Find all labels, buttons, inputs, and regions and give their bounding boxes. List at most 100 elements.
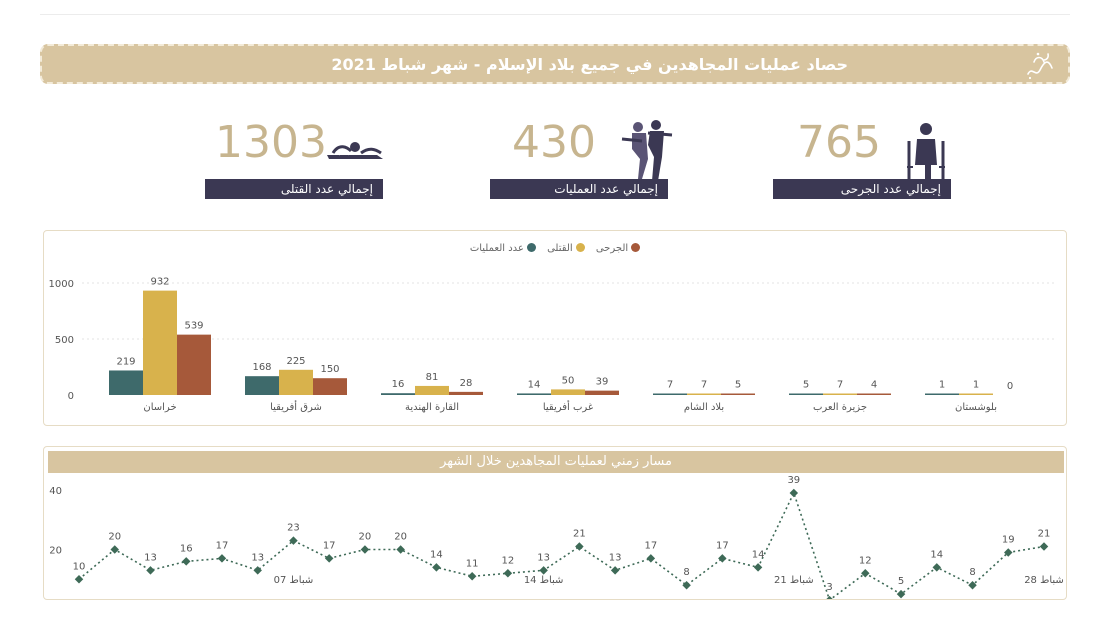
bar-value-label: 39	[596, 377, 609, 388]
bar	[857, 393, 891, 395]
bar	[653, 393, 687, 395]
bar-value-label: 539	[184, 321, 203, 332]
bar	[789, 393, 823, 395]
bar-value-label: 7	[667, 380, 673, 391]
point-value-label: 13	[609, 552, 622, 563]
bar-value-label: 0	[1007, 381, 1013, 392]
point-value-label: 17	[716, 540, 729, 551]
category-label: غرب أفريقيا	[543, 400, 593, 413]
bar	[449, 391, 483, 395]
stat-wounded-label: إجمالي عدد الجرحى	[773, 179, 951, 199]
bar	[517, 393, 551, 395]
data-point	[646, 554, 656, 563]
legend-swatch-operations	[526, 243, 536, 252]
bar	[959, 393, 993, 395]
bar	[177, 334, 211, 395]
category-label: خراسان	[143, 402, 176, 413]
y-tick-label: 0	[68, 391, 74, 402]
bar	[551, 389, 585, 395]
y-tick-label: 1000	[49, 279, 74, 290]
bar-value-label: 5	[803, 380, 809, 391]
data-point	[396, 545, 405, 554]
x-tick-label: شباط 07	[274, 575, 314, 586]
bar-chart-panel: الجرحى القتلى عدد العمليات 0 500 1000 219 93…	[43, 230, 1067, 426]
category-label: بلوشستان	[955, 402, 997, 413]
bar	[823, 393, 857, 395]
point-value-label: 16	[180, 543, 193, 554]
bar	[415, 385, 449, 395]
data-point	[324, 554, 334, 563]
bar-value-label: 932	[150, 277, 169, 288]
data-point	[539, 566, 548, 575]
bar-value-label: 7	[701, 380, 707, 391]
data-point	[289, 536, 298, 545]
point-value-label: 12	[502, 555, 515, 566]
data-point	[110, 545, 119, 554]
legend-label-wounded: الجرحى	[595, 243, 629, 254]
data-point	[217, 554, 227, 563]
line-chart-title: مسار زمني لعمليات المجاهدين خلال الشهر	[48, 451, 1064, 473]
point-value-label: 19	[1002, 534, 1015, 545]
data-point	[74, 575, 84, 584]
data-point	[610, 566, 620, 575]
point-value-label: 14	[930, 549, 943, 560]
data-point	[825, 595, 834, 599]
bar-value-label: 225	[286, 356, 305, 367]
series-line	[78, 490, 1045, 599]
legend-item-wounded: الجرحى	[595, 243, 641, 254]
point-value-label: 17	[323, 540, 336, 551]
y-tick-label: 40	[49, 486, 62, 497]
data-point	[360, 545, 370, 554]
point-value-label: 10	[73, 561, 86, 572]
stat-operations-value: 430	[512, 117, 596, 168]
line-chart: 20 40 10 20 13 16 17 13 23 17 20 20 14 11 12 13 21 13 17 8 1…	[49, 475, 1064, 599]
legend-swatch-killed	[575, 243, 585, 252]
category-label: القارة الهندية	[405, 402, 459, 413]
stat-killed-value: 1303	[215, 117, 327, 168]
stat-wounded: 765 إجمالي عدد الجرحى	[773, 115, 953, 200]
bar-value-label: 5	[735, 380, 741, 391]
data-point	[932, 563, 942, 572]
bar	[313, 378, 347, 395]
data-point	[753, 563, 763, 572]
point-value-label: 39	[787, 475, 800, 486]
bar-value-label: 16	[392, 379, 405, 390]
data-point	[467, 572, 477, 581]
point-value-label: 23	[287, 523, 300, 534]
stat-killed: 1303 إجمالي عدد القتلى	[205, 115, 385, 200]
stat-operations: 430 إجمالي عدد العمليات	[490, 115, 673, 200]
bar-value-label: 28	[460, 378, 473, 389]
legend-item-killed: القتلى	[547, 243, 585, 254]
category-label: شرق أفريقيا	[270, 400, 322, 413]
data-point	[432, 563, 441, 572]
bar-value-label: 7	[837, 380, 843, 391]
data-point	[1039, 542, 1049, 551]
bar-chart-legend: الجرحى القتلى عدد العمليات	[44, 243, 1066, 254]
point-value-label: 20	[108, 532, 121, 543]
y-tick-label: 500	[55, 335, 74, 346]
bar-value-label: 150	[320, 364, 339, 375]
bar	[687, 393, 721, 395]
data-point	[181, 557, 191, 566]
point-value-label: 13	[537, 552, 550, 563]
point-value-label: 3	[826, 582, 832, 593]
data-point	[575, 542, 584, 551]
bar	[721, 393, 755, 395]
bar-value-label: 50	[562, 375, 575, 386]
bar	[925, 393, 959, 395]
x-tick-label: شباط 28	[1024, 575, 1064, 586]
category-label: جزيرة العرب	[813, 402, 867, 413]
point-value-label: 17	[216, 540, 229, 551]
data-point	[718, 554, 727, 563]
bar-value-label: 219	[116, 356, 135, 367]
point-value-label: 14	[430, 549, 443, 560]
point-value-label: 8	[683, 567, 689, 578]
x-tick-label: شباط 21	[774, 575, 814, 586]
stat-operations-label: إجمالي عدد العمليات	[490, 179, 668, 199]
bar	[279, 369, 313, 395]
point-value-label: 12	[859, 555, 872, 566]
point-value-label: 8	[969, 567, 975, 578]
category-label: بلاد الشام	[684, 402, 724, 413]
title-banner: حصاد عمليات المجاهدين في جميع بلاد الإسل…	[40, 44, 1070, 84]
